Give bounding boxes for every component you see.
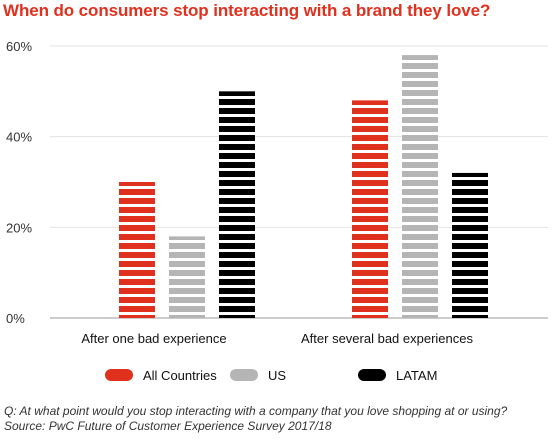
footnote-source: Source: PwC Future of Customer Experienc… [4, 419, 332, 433]
bar-latam-0 [219, 91, 255, 318]
legend-item-us: US [230, 368, 286, 383]
y-tick-label: 60% [6, 39, 32, 54]
bar-all-countries-1 [352, 100, 388, 319]
y-tick-label: 40% [6, 130, 32, 145]
legend-swatch [105, 369, 133, 381]
legend-label: LATAM [396, 368, 437, 383]
legend-swatch [358, 369, 386, 381]
y-axis-ticks: 0% 20% 40% 60% [6, 39, 32, 326]
y-tick-label: 20% [6, 220, 32, 235]
legend-item-all-countries: All Countries [105, 368, 217, 383]
bar-all-countries-0 [119, 182, 155, 318]
bar-latam-1 [452, 172, 488, 318]
legend-swatch [230, 369, 258, 381]
x-axis-category-labels: After one bad experience After several ba… [81, 331, 473, 346]
bar-us-0 [169, 236, 205, 318]
x-category-label: After one bad experience [81, 331, 226, 346]
chart-title: When do consumers stop interacting with … [3, 1, 491, 20]
legend-label: US [268, 368, 286, 383]
legend: All Countries US LATAM [105, 368, 437, 383]
legend-item-latam: LATAM [358, 368, 437, 383]
legend-label: All Countries [143, 368, 217, 383]
footnote-question: Q: At what point would you stop interact… [4, 404, 508, 418]
y-tick-label: 0% [6, 311, 25, 326]
x-category-label: After several bad experiences [301, 331, 473, 346]
bar-us-1 [402, 55, 438, 319]
bars [119, 55, 488, 319]
